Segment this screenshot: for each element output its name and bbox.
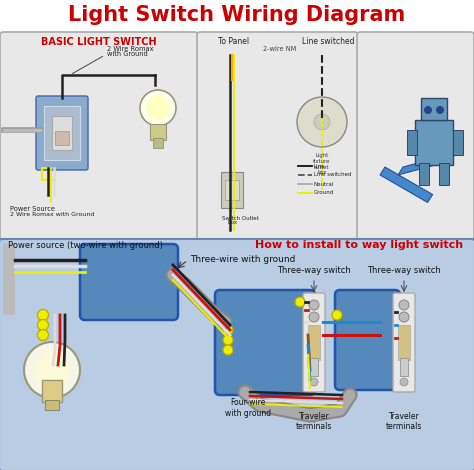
Circle shape: [400, 378, 408, 386]
Polygon shape: [380, 167, 433, 203]
Text: To Panel: To Panel: [218, 38, 249, 47]
Text: Four-wire
with ground: Four-wire with ground: [225, 398, 271, 418]
Text: Power source (two-wire with ground): Power source (two-wire with ground): [8, 241, 163, 250]
FancyBboxPatch shape: [357, 32, 474, 241]
Bar: [421, 98, 447, 120]
FancyBboxPatch shape: [80, 244, 178, 320]
FancyBboxPatch shape: [335, 290, 400, 390]
FancyBboxPatch shape: [0, 239, 474, 470]
Bar: [42, 380, 62, 402]
Bar: [153, 138, 163, 148]
Text: Line switched: Line switched: [314, 172, 352, 178]
Text: Power Source: Power Source: [10, 206, 55, 212]
Circle shape: [37, 329, 48, 340]
Circle shape: [399, 300, 409, 310]
Text: 2-wire NM: 2-wire NM: [264, 46, 297, 52]
Circle shape: [314, 114, 330, 130]
Text: Three-way switch: Three-way switch: [277, 266, 351, 275]
FancyBboxPatch shape: [303, 293, 325, 392]
Bar: [45, 400, 59, 410]
Text: Neutral: Neutral: [314, 181, 334, 187]
Text: Three-wire with ground: Three-wire with ground: [190, 256, 295, 265]
Circle shape: [140, 90, 176, 126]
Circle shape: [37, 310, 48, 321]
Bar: [52, 116, 72, 150]
Circle shape: [295, 297, 305, 307]
Circle shape: [223, 325, 233, 335]
Circle shape: [34, 352, 70, 388]
Bar: [415, 120, 453, 165]
Bar: [44, 106, 80, 160]
Bar: [225, 180, 239, 200]
Circle shape: [424, 106, 432, 114]
Text: Line switched: Line switched: [302, 38, 355, 47]
Circle shape: [223, 345, 233, 355]
Bar: [453, 130, 463, 155]
Circle shape: [399, 312, 409, 322]
Text: Light
fixture
outlet
box: Light fixture outlet box: [313, 153, 331, 175]
Text: Three-way switch: Three-way switch: [367, 266, 441, 275]
Circle shape: [309, 300, 319, 310]
Bar: [3, 243, 15, 315]
Circle shape: [24, 342, 80, 398]
Text: Box: Box: [228, 220, 238, 226]
Bar: [308, 325, 320, 360]
Text: Ground: Ground: [314, 190, 334, 196]
Bar: [221, 172, 243, 208]
FancyBboxPatch shape: [393, 293, 415, 392]
Text: How to install to way light switch: How to install to way light switch: [255, 240, 463, 250]
Text: 2 Wire Romax: 2 Wire Romax: [107, 46, 154, 52]
Bar: [55, 131, 69, 145]
Bar: [439, 163, 449, 185]
Bar: [398, 325, 410, 360]
Text: Line: Line: [314, 164, 325, 169]
Circle shape: [37, 320, 48, 330]
Circle shape: [223, 335, 233, 345]
Bar: [150, 124, 166, 140]
Text: BASIC LIGHT SWITCH: BASIC LIGHT SWITCH: [41, 37, 157, 47]
Text: Traveler
terminals: Traveler terminals: [296, 412, 332, 431]
FancyBboxPatch shape: [215, 290, 315, 395]
Text: 2 Wire Romax with Ground: 2 Wire Romax with Ground: [10, 212, 94, 218]
Circle shape: [297, 97, 347, 147]
Circle shape: [436, 106, 444, 114]
Text: Light Switch Wiring Diagram: Light Switch Wiring Diagram: [68, 5, 406, 25]
Text: Switch Outlet: Switch Outlet: [222, 216, 259, 220]
Bar: [419, 163, 429, 185]
FancyBboxPatch shape: [36, 96, 88, 170]
Circle shape: [332, 310, 342, 320]
Circle shape: [146, 96, 170, 120]
FancyBboxPatch shape: [0, 32, 198, 241]
Bar: [310, 358, 318, 376]
Text: Traveler
terminals: Traveler terminals: [386, 412, 422, 431]
Text: with Ground: with Ground: [107, 51, 148, 57]
Polygon shape: [398, 153, 456, 175]
FancyBboxPatch shape: [197, 32, 358, 241]
Bar: [407, 130, 417, 155]
Bar: [400, 358, 408, 376]
Circle shape: [309, 312, 319, 322]
Circle shape: [310, 378, 318, 386]
